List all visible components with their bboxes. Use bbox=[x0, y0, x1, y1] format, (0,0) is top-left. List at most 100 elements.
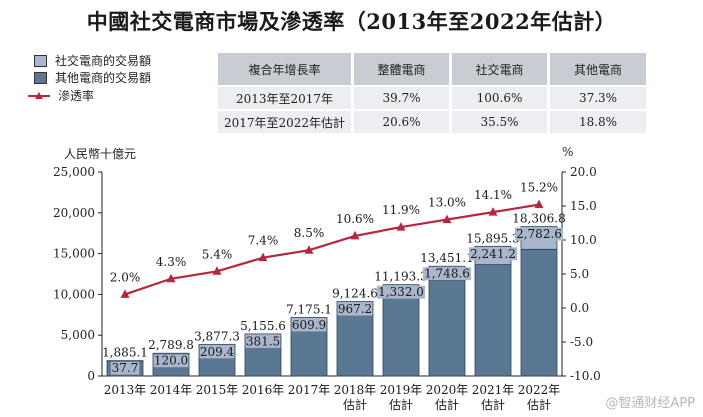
rate-value-label: 14.1% bbox=[474, 188, 512, 202]
right-tick-label: 15.0 bbox=[570, 199, 597, 213]
right-tick-label: 20.0 bbox=[570, 165, 597, 179]
x-tick-label: 2015年 bbox=[196, 383, 239, 397]
social-value-label: 967.2 bbox=[338, 302, 372, 316]
cagr-cell: 20.6% bbox=[352, 109, 452, 133]
x-tick-label: 2013年 bbox=[104, 383, 147, 397]
rate-marker bbox=[166, 273, 176, 283]
rate-value-label: 15.2% bbox=[520, 181, 558, 195]
legend-social: 社交電商的交易額 bbox=[34, 52, 151, 69]
x-tick-label: 2016年 bbox=[242, 383, 285, 397]
social-label-box bbox=[291, 318, 327, 332]
social-label-box bbox=[153, 354, 189, 368]
bar-other bbox=[474, 264, 512, 377]
rate-value-label: 13.0% bbox=[428, 196, 466, 210]
total-value-label: 7,175.1 bbox=[286, 302, 332, 316]
rate-marker bbox=[442, 214, 452, 224]
penetration-rate-line bbox=[124, 203, 540, 296]
right-tick-label: 0.0 bbox=[570, 301, 589, 315]
left-axis-unit: 人民幣十億元 bbox=[64, 147, 137, 161]
legend-rate-marker bbox=[28, 91, 50, 99]
right-tick-label: 5.0 bbox=[570, 267, 589, 281]
left-tick-label: 20,000 bbox=[53, 206, 95, 220]
total-value-label: 2,789.8 bbox=[148, 338, 194, 352]
social-label-box bbox=[468, 247, 518, 261]
cagr-cell: 35.5% bbox=[450, 109, 550, 133]
total-value-label: 5,155.6 bbox=[240, 319, 286, 333]
legend-social-label: 社交電商的交易額 bbox=[55, 54, 152, 68]
social-value-label: 381.5 bbox=[246, 334, 280, 348]
right-tick-label: -5.0 bbox=[570, 335, 593, 349]
rate-value-label: 11.9% bbox=[382, 203, 420, 217]
rate-value-label: 8.5% bbox=[294, 226, 325, 240]
cagr-header: 社交電商 bbox=[450, 53, 550, 86]
total-value-label: 13,451.1 bbox=[420, 251, 473, 265]
x-tick-label: 估計 bbox=[481, 397, 505, 412]
rate-value-label: 10.6% bbox=[336, 212, 374, 226]
bar-social bbox=[152, 352, 190, 355]
x-tick-label: 估計 bbox=[435, 397, 459, 412]
legend-other-swatch bbox=[34, 71, 47, 84]
left-tick-label: 5,000 bbox=[61, 328, 95, 342]
legend-social-swatch bbox=[34, 54, 47, 67]
total-value-label: 18,306.8 bbox=[512, 212, 565, 226]
bar-other bbox=[520, 248, 558, 377]
social-value-label: 209.4 bbox=[200, 345, 235, 359]
rate-value-label: 7.4% bbox=[248, 234, 279, 248]
legend-rate-label: 滲透率 bbox=[58, 89, 95, 103]
bar-other bbox=[428, 280, 466, 377]
x-tick-label: 2018年 bbox=[334, 383, 377, 397]
cagr-header: 其他電商 bbox=[548, 53, 646, 86]
cagr-cell: 39.7% bbox=[352, 85, 452, 110]
total-value-label: 1,885.1 bbox=[102, 346, 148, 360]
rate-marker bbox=[534, 199, 544, 209]
total-value-label: 9,124.6 bbox=[332, 287, 378, 301]
social-label-box bbox=[199, 345, 235, 359]
x-tick-label: 估計 bbox=[527, 397, 551, 412]
legend-other: 其他電商的交易額 bbox=[34, 69, 151, 86]
rate-value-label: 5.4% bbox=[202, 247, 233, 261]
rate-marker bbox=[396, 222, 406, 231]
cagr-header: 整體電商 bbox=[352, 53, 452, 86]
x-tick-label: 2014年 bbox=[150, 383, 193, 397]
social-label-box bbox=[337, 302, 373, 316]
rate-marker bbox=[350, 230, 360, 240]
x-tick-label: 估計 bbox=[343, 397, 367, 412]
rate-value-label: 2.0% bbox=[110, 270, 141, 284]
left-tick-label: 10,000 bbox=[53, 287, 95, 301]
social-value-label: 37.7 bbox=[112, 361, 139, 375]
total-value-label: 15,895.3 bbox=[466, 231, 519, 245]
x-tick-label: 2021年 bbox=[472, 383, 515, 397]
total-value-label: 3,877.3 bbox=[194, 329, 240, 343]
total-value-label: 11,193.3 bbox=[374, 270, 427, 284]
watermark: @智通财经APP bbox=[605, 396, 695, 411]
x-tick-label: 2020年 bbox=[426, 383, 469, 397]
cagr-header-row: 複合年增長率 整體電商 社交電商 其他電商 bbox=[218, 53, 646, 86]
chart-title: 中國社交電商市場及滲透率（2013年至2022年估計） bbox=[86, 9, 617, 34]
social-value-label: 1,332.0 bbox=[378, 285, 424, 299]
cagr-cell: 100.6% bbox=[450, 85, 550, 110]
social-label-box bbox=[422, 267, 472, 281]
social-value-label: 2,782.6 bbox=[516, 227, 562, 241]
left-tick-label: 25,000 bbox=[53, 165, 95, 179]
rate-value-label: 4.3% bbox=[156, 255, 187, 269]
social-label-box bbox=[245, 334, 281, 348]
rate-marker bbox=[212, 266, 222, 275]
bar-other bbox=[336, 309, 374, 377]
rate-marker bbox=[120, 289, 130, 298]
legend-other-label: 其他電商的交易額 bbox=[55, 71, 152, 85]
social-value-label: 1,748.6 bbox=[424, 267, 470, 281]
cagr-row: 2017年至2022年估計 20.6% 35.5% 18.8% bbox=[218, 109, 646, 133]
rate-marker bbox=[304, 245, 314, 254]
left-tick-label: 0 bbox=[87, 369, 95, 383]
cagr-header: 複合年增長率 bbox=[218, 53, 354, 86]
x-tick-label: 2019年 bbox=[380, 383, 423, 397]
social-value-label: 120.0 bbox=[154, 354, 188, 368]
right-tick-label: 10.0 bbox=[570, 233, 597, 247]
social-value-label: 609.9 bbox=[292, 318, 326, 332]
right-tick-label: -10.0 bbox=[570, 369, 601, 383]
social-label-box bbox=[376, 285, 426, 299]
x-tick-label: 2017年 bbox=[288, 383, 331, 397]
cagr-cell: 18.8% bbox=[548, 109, 646, 133]
rate-marker bbox=[258, 252, 268, 262]
